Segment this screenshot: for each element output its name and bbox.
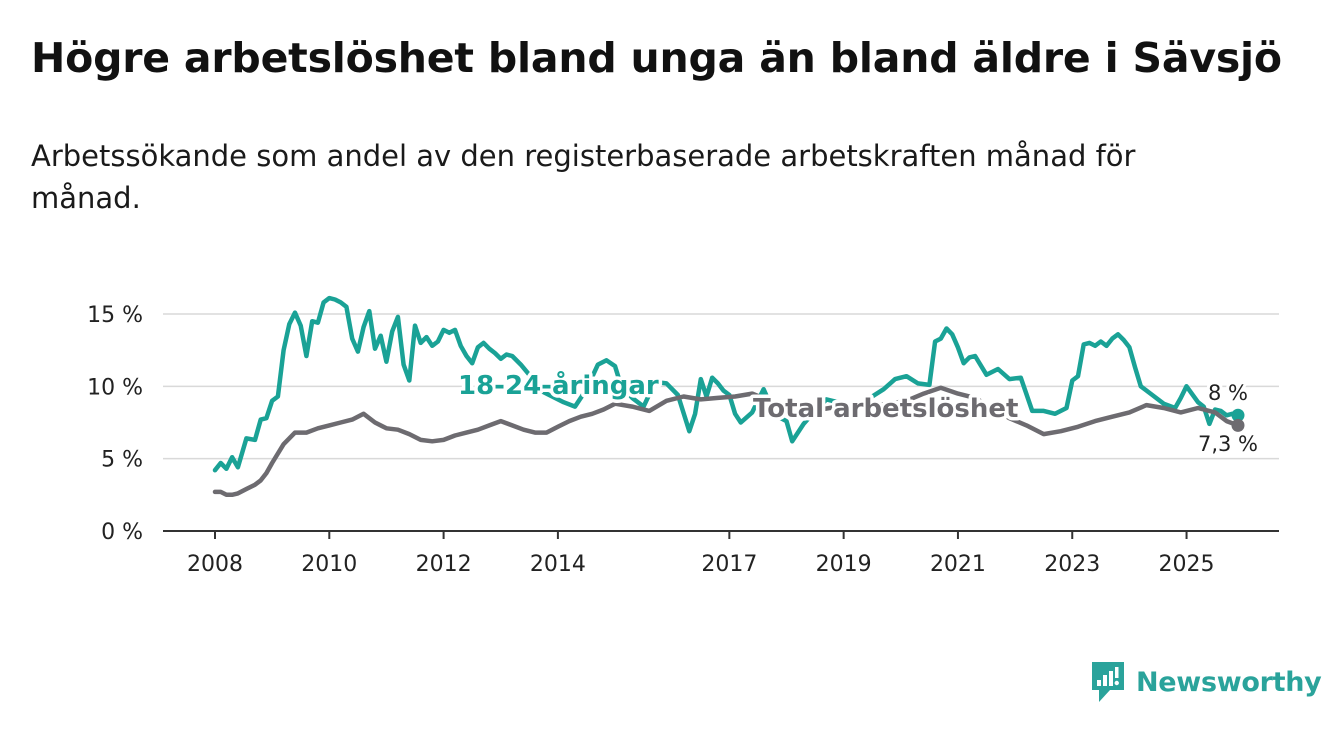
- series-lines: [212, 295, 1245, 498]
- series-label-18-24-ringar: 18-24-åringar: [458, 369, 659, 401]
- series-line-18-24-ringar: [212, 295, 1241, 473]
- newsworthy-logo-icon: [1092, 662, 1124, 702]
- x-tick-label: 2017: [701, 552, 757, 577]
- x-tick-label: 2012: [416, 552, 472, 577]
- end-point-marker: [1231, 408, 1245, 422]
- newsworthy-brand[interactable]: Newsworthy: [1090, 660, 1322, 704]
- y-tick-label: 0 %: [101, 520, 143, 545]
- x-tick-label: 2010: [301, 552, 357, 577]
- x-tick-label: 2021: [930, 552, 986, 577]
- x-tick-label: 2014: [530, 552, 586, 577]
- series-labels: 18-24-åringar Total arbetslöshet 8 % 7,3 %: [455, 366, 1262, 460]
- chart-subtitle: Arbetssökande som andel av den registerb…: [31, 139, 1136, 215]
- y-axis-tick-labels: 0 % 5 % 10 % 15 %: [87, 303, 143, 545]
- end-value-label: 7,3 %: [1198, 432, 1258, 456]
- series-label-total-arbetsl-shet: Total arbetslöshet: [753, 394, 1018, 424]
- y-tick-label: 15 %: [87, 303, 143, 328]
- x-tick-label: 2008: [187, 552, 243, 577]
- end-point-marker: [1231, 418, 1245, 432]
- y-tick-label: 5 %: [101, 448, 143, 473]
- x-tick-label: 2019: [816, 552, 872, 577]
- end-value-label: 8 %: [1208, 381, 1248, 405]
- x-tick-label: 2023: [1044, 552, 1100, 577]
- chart-title: Högre arbetslöshet bland unga än bland ä…: [31, 34, 1282, 82]
- x-tick-label: 2025: [1159, 552, 1215, 577]
- series-line-total-arbetsl-shet: [212, 385, 1241, 498]
- x-axis: 2008 2010 2012 2014 2017 2019 2021 2023 2025: [163, 530, 1279, 577]
- y-tick-label: 10 %: [87, 375, 143, 400]
- brand-name: Newsworthy: [1136, 666, 1322, 698]
